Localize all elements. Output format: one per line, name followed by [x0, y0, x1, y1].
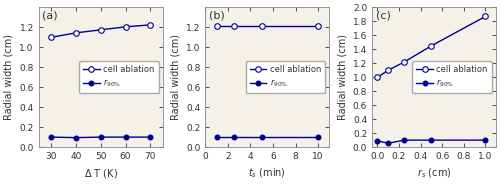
$r_{90\%}$ [73, 137, 79, 139]
Text: (b): (b) [209, 10, 225, 20]
$r_{90\%}$ [122, 136, 128, 138]
Line: cell ablation: cell ablation [214, 23, 321, 29]
X-axis label: $r_s$ (cm): $r_s$ (cm) [417, 167, 452, 180]
Text: (a): (a) [42, 10, 58, 20]
cell ablation [385, 69, 391, 71]
cell ablation [73, 32, 79, 34]
Y-axis label: Radial width (cm): Radial width (cm) [170, 34, 180, 120]
cell ablation [230, 25, 236, 27]
cell ablation [48, 36, 54, 38]
$r_{90\%}$ [482, 139, 488, 141]
Line: cell ablation: cell ablation [48, 22, 153, 40]
X-axis label: $\Delta$ T (K): $\Delta$ T (K) [84, 167, 117, 180]
Line: $r_{90\%}$: $r_{90\%}$ [214, 135, 320, 139]
cell ablation [259, 25, 265, 27]
Legend: cell ablation, $r_{90\%}$: cell ablation, $r_{90\%}$ [79, 61, 158, 93]
$r_{90\%}$ [48, 136, 54, 138]
Line: cell ablation: cell ablation [374, 14, 488, 80]
cell ablation [315, 25, 321, 27]
X-axis label: $t_s$ (min): $t_s$ (min) [248, 167, 286, 180]
$r_{90\%}$ [428, 139, 434, 141]
$r_{90\%}$ [259, 136, 265, 138]
Line: $r_{90\%}$: $r_{90\%}$ [375, 138, 488, 146]
cell ablation [98, 29, 103, 31]
$r_{90\%}$ [214, 136, 220, 138]
$r_{90\%}$ [230, 136, 236, 138]
$r_{90\%}$ [148, 136, 154, 138]
Legend: cell ablation, $r_{90\%}$: cell ablation, $r_{90\%}$ [246, 61, 326, 93]
cell ablation [374, 76, 380, 78]
$r_{90\%}$ [374, 140, 380, 142]
cell ablation [428, 45, 434, 47]
$r_{90\%}$ [385, 142, 391, 144]
cell ablation [402, 61, 407, 63]
Line: $r_{90\%}$: $r_{90\%}$ [48, 135, 153, 140]
Legend: cell ablation, $r_{90\%}$: cell ablation, $r_{90\%}$ [412, 61, 492, 93]
Y-axis label: Radial width (cm): Radial width (cm) [337, 34, 347, 120]
Text: (c): (c) [376, 10, 390, 20]
$r_{90\%}$ [98, 136, 103, 138]
cell ablation [148, 24, 154, 26]
$r_{90\%}$ [402, 139, 407, 141]
cell ablation [214, 25, 220, 27]
Y-axis label: Radial width (cm): Radial width (cm) [4, 34, 14, 120]
$r_{90\%}$ [315, 136, 321, 138]
cell ablation [482, 15, 488, 18]
cell ablation [122, 26, 128, 28]
